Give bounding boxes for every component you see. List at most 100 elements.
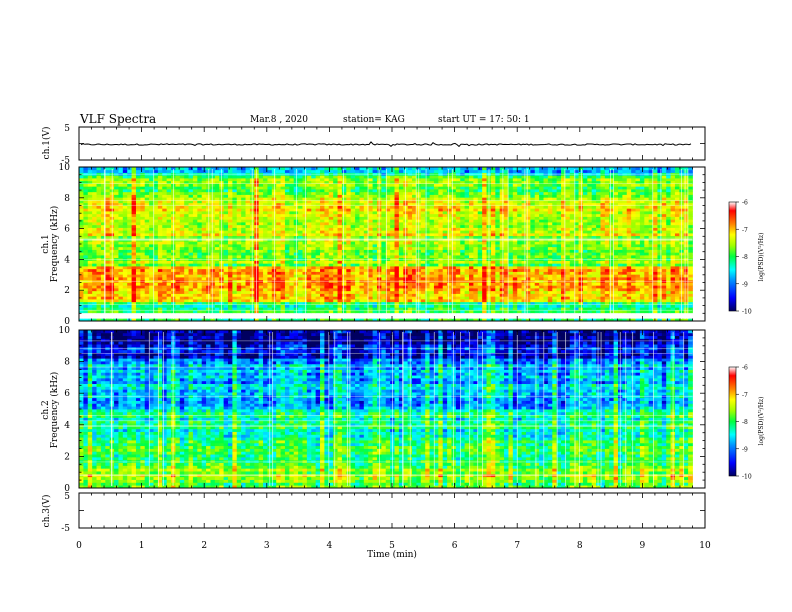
spectrogram-cell <box>355 312 360 316</box>
spectrogram-cell <box>635 301 641 305</box>
spectrogram-cell <box>267 255 273 259</box>
spectrogram-cell <box>149 277 154 281</box>
spectrogram-cell <box>626 266 632 270</box>
spectrogram-cell <box>306 271 312 275</box>
spectrogram-cell <box>359 312 365 316</box>
spectrogram-cell <box>639 285 645 289</box>
spectrogram-cell <box>324 271 330 275</box>
spectrogram-cell <box>341 260 347 264</box>
spectrogram-cell <box>114 285 119 289</box>
spectrogram-cell <box>236 293 242 297</box>
spectrogram-cell <box>429 304 435 308</box>
spectrogram-cell <box>569 233 575 237</box>
spectrogram-cell <box>622 260 628 264</box>
spectrogram-cell <box>670 304 676 308</box>
spectrogram-cell <box>118 244 124 248</box>
spectrogram-cell <box>263 285 268 289</box>
spectrogram-cell <box>473 266 479 270</box>
spectrogram-cell <box>552 282 558 286</box>
spectrogram-cell <box>543 307 549 311</box>
spectrogram-cell <box>683 238 689 242</box>
spectrogram-cell <box>407 296 413 300</box>
spectrogram-cell <box>512 304 518 308</box>
spectrogram-cell <box>425 260 430 264</box>
spectrogram-cell <box>201 266 207 270</box>
spectrogram-cell <box>617 315 623 319</box>
spectrogram-cell <box>114 277 119 281</box>
spectrogram-cell <box>223 260 229 264</box>
spectrogram-cell <box>175 296 181 300</box>
spectrogram-cell <box>477 268 483 272</box>
spectrogram-cell <box>547 315 553 319</box>
spectrogram-cell <box>175 233 181 237</box>
spectrogram-cell <box>276 230 281 234</box>
spectrogram-cell <box>455 268 461 272</box>
spectrogram-cell <box>613 312 619 316</box>
spectrogram-cell <box>284 224 290 228</box>
spectrogram-cell <box>372 238 378 242</box>
spectrogram-cell <box>473 282 479 286</box>
spectrogram-cell <box>561 238 566 242</box>
spectrogram-cell <box>420 246 426 250</box>
spectrogram-cell <box>499 260 505 264</box>
spectrogram-cell <box>517 244 522 248</box>
spectrogram-cell <box>372 249 378 253</box>
spectrogram-cell <box>455 230 461 234</box>
spectrogram-cell <box>674 304 680 308</box>
spectrogram-cell <box>122 301 128 305</box>
spectrogram-cell <box>127 299 132 303</box>
spectrogram-cell <box>460 249 466 253</box>
spectrogram-cell <box>346 260 352 264</box>
spectrogram-cell <box>653 227 658 231</box>
spectrogram-cell <box>289 255 295 259</box>
spectrogram-cell <box>464 299 470 303</box>
spectrogram-cell <box>495 244 501 248</box>
spectrogram-cell <box>118 274 124 278</box>
spectrogram-cell <box>552 230 558 234</box>
spectrogram-cell <box>517 274 522 278</box>
spectrogram-cell <box>350 293 356 297</box>
spectrogram-cell <box>302 299 308 303</box>
spectrogram-cell <box>118 282 124 286</box>
spectrogram-cell <box>166 304 172 308</box>
spectrogram-cell <box>512 293 518 297</box>
spectrogram-cell <box>298 282 303 286</box>
spectrogram-cell <box>394 246 400 250</box>
spectrogram-cell <box>517 304 522 308</box>
spectrogram-cell <box>100 274 106 278</box>
spectrogram-cell <box>600 318 606 322</box>
spectrogram-cell <box>455 266 461 270</box>
spectrogram-cell <box>534 271 540 275</box>
spectrogram-cell <box>328 301 334 305</box>
spectrogram-cell <box>447 241 452 245</box>
spectrogram-cell <box>561 299 566 303</box>
spectrogram-cell <box>648 307 654 311</box>
spectrogram-cell <box>197 233 203 237</box>
spectrogram-cell <box>289 230 295 234</box>
spectrogram-cell <box>236 227 242 231</box>
spectrogram-cell <box>438 268 444 272</box>
spectrogram-cell <box>429 290 435 294</box>
spectrogram-cell <box>355 224 360 228</box>
spectrogram-cell <box>385 315 391 319</box>
spectrogram-cell <box>525 312 531 316</box>
spectrogram-cell <box>184 224 189 228</box>
spectrogram-cell <box>688 260 693 264</box>
spectrogram-cell <box>328 274 334 278</box>
spectrogram-cell <box>149 290 154 294</box>
spectrogram-cell <box>298 224 303 228</box>
spectrogram-cell <box>469 268 474 272</box>
spectrogram-cell <box>604 266 610 270</box>
spectrogram-cell <box>499 293 505 297</box>
spectrogram-cell <box>83 274 89 278</box>
spectrogram-cell <box>227 307 233 311</box>
spectrogram-cell <box>328 224 334 228</box>
spectrogram-cell <box>661 263 667 267</box>
spectrogram-cell <box>83 255 89 259</box>
spectrogram-cell <box>473 296 479 300</box>
spectrogram-cell <box>83 235 89 239</box>
spectrogram-cell <box>460 290 466 294</box>
spectrogram-cell <box>245 244 251 248</box>
spectrogram-cell <box>153 296 159 300</box>
spectrogram-cell <box>232 268 238 272</box>
